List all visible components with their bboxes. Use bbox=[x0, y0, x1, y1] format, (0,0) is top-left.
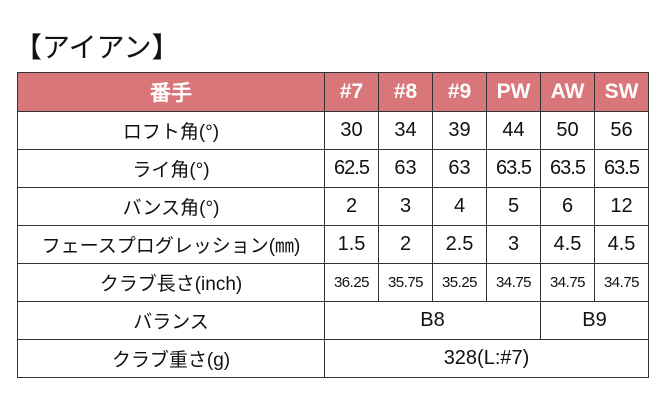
header-col: #8 bbox=[378, 72, 433, 112]
table-row-length: クラブ長さ(inch) 36.25 35.75 35.25 34.75 34.7… bbox=[17, 263, 649, 302]
header-row: 番手 #7 #8 #9 PW AW SW bbox=[17, 72, 649, 112]
table-row-weight: クラブ重さ(g) 328(L:#7) bbox=[17, 339, 649, 378]
cell: 35.25 bbox=[432, 263, 487, 302]
cell: 34 bbox=[378, 111, 433, 150]
header-col: SW bbox=[594, 72, 649, 112]
cell: 6 bbox=[540, 187, 595, 226]
cell: 63 bbox=[378, 149, 433, 188]
cell: 50 bbox=[540, 111, 595, 150]
cell: 63 bbox=[432, 149, 487, 188]
table-row-lie: ライ角(°) 62.5 63 63 63.5 63.5 63.5 bbox=[17, 149, 649, 188]
cell: 36.25 bbox=[324, 263, 379, 302]
cell: 2 bbox=[324, 187, 379, 226]
cell: 62.5 bbox=[324, 149, 379, 188]
iron-spec-table: 番手 #7 #8 #9 PW AW SW ロフト角(°) 30 34 39 44… bbox=[17, 72, 649, 378]
header-col: PW bbox=[486, 72, 541, 112]
row-label: バランス bbox=[17, 301, 325, 340]
cell: 12 bbox=[594, 187, 649, 226]
cell-balance-b8: B8 bbox=[324, 301, 541, 340]
row-label: ライ角(°) bbox=[17, 149, 325, 188]
cell: 1.5 bbox=[324, 225, 379, 264]
header-label: 番手 bbox=[17, 72, 325, 112]
cell: 56 bbox=[594, 111, 649, 150]
cell: 2.5 bbox=[432, 225, 487, 264]
cell: 4.5 bbox=[594, 225, 649, 264]
cell: 4 bbox=[432, 187, 487, 226]
header-col: #9 bbox=[432, 72, 487, 112]
row-label: クラブ重さ(g) bbox=[17, 339, 325, 378]
table-row-loft: ロフト角(°) 30 34 39 44 50 56 bbox=[17, 111, 649, 150]
row-label: クラブ長さ(inch) bbox=[17, 263, 325, 302]
cell: 34.75 bbox=[594, 263, 649, 302]
header-col: AW bbox=[540, 72, 595, 112]
row-label: バンス角(°) bbox=[17, 187, 325, 226]
cell: 4.5 bbox=[540, 225, 595, 264]
cell: 34.75 bbox=[540, 263, 595, 302]
header-col: #7 bbox=[324, 72, 379, 112]
cell: 63.5 bbox=[594, 149, 649, 188]
cell: 44 bbox=[486, 111, 541, 150]
cell-balance-b9: B9 bbox=[540, 301, 649, 340]
cell: 34.75 bbox=[486, 263, 541, 302]
section-title: 【アイアン】 bbox=[14, 32, 180, 63]
cell: 30 bbox=[324, 111, 379, 150]
cell: 3 bbox=[486, 225, 541, 264]
cell: 35.75 bbox=[378, 263, 433, 302]
cell: 63.5 bbox=[540, 149, 595, 188]
cell: 39 bbox=[432, 111, 487, 150]
row-label: フェースプログレッション(㎜) bbox=[17, 225, 325, 264]
cell: 3 bbox=[378, 187, 433, 226]
table-row-balance: バランス B8 B9 bbox=[17, 301, 649, 340]
cell: 63.5 bbox=[486, 149, 541, 188]
table-row-face-progression: フェースプログレッション(㎜) 1.5 2 2.5 3 4.5 4.5 bbox=[17, 225, 649, 264]
cell-weight: 328(L:#7) bbox=[324, 339, 649, 378]
cell: 2 bbox=[378, 225, 433, 264]
cell: 5 bbox=[486, 187, 541, 226]
row-label: ロフト角(°) bbox=[17, 111, 325, 150]
table-row-bounce: バンス角(°) 2 3 4 5 6 12 bbox=[17, 187, 649, 226]
